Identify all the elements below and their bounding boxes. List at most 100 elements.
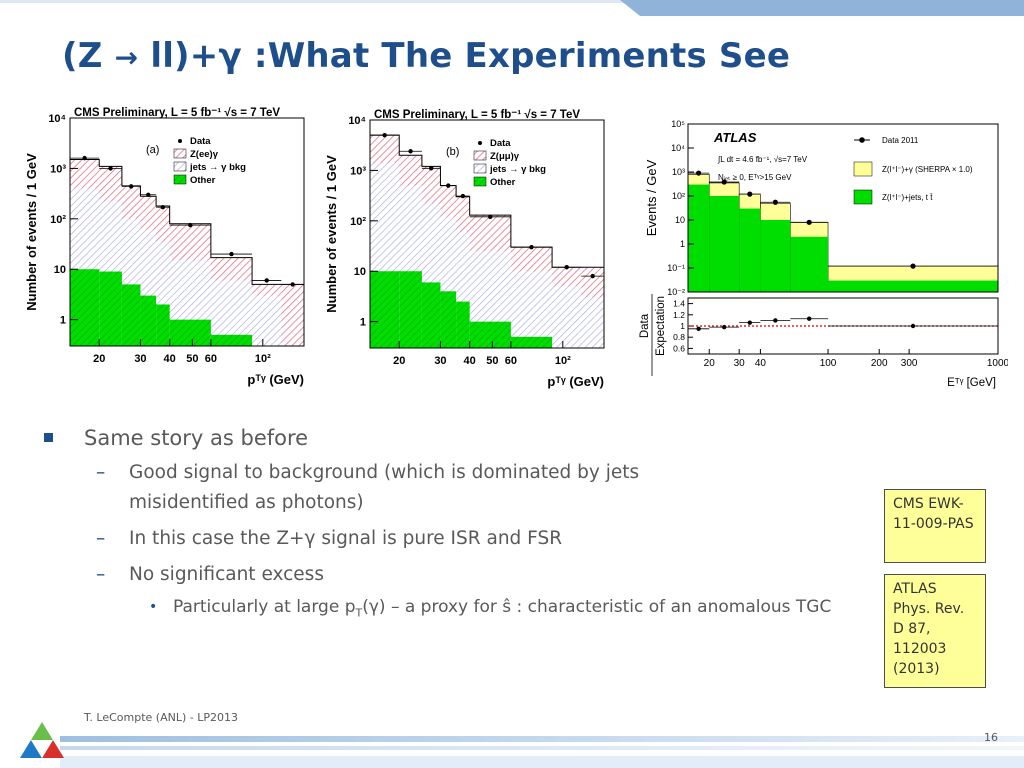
legend-marker	[478, 141, 482, 145]
bullet-text: Particularly at large p	[173, 597, 356, 617]
gamma-symbol: γ	[218, 36, 242, 76]
slide-title: (Z → ll)+γ :What The Experiments See	[62, 36, 790, 76]
bar-Z(l⁺l⁻)+jets, t t̄	[828, 280, 998, 292]
title-part: :What The Experiments See	[241, 36, 791, 76]
y-tick-label: 1	[360, 317, 366, 329]
legend-swatch	[173, 161, 187, 172]
legend-label: Data 2011	[882, 136, 919, 145]
dash-marker: –	[96, 462, 106, 483]
x-tick-label: 30	[734, 358, 746, 369]
x-tick-label: 30	[134, 353, 146, 365]
bar-Other	[70, 269, 100, 346]
data-point	[446, 183, 451, 188]
data-point	[290, 282, 295, 287]
plot-frame	[369, 119, 605, 349]
x-tick-label: 40	[755, 358, 767, 369]
x-tick-label: 50	[486, 355, 498, 367]
cms-mumu-photon-plot: CMS Preliminary, L = 5 fb⁻¹ √s = 7 TeV (b…	[322, 108, 614, 390]
bar-Other	[99, 271, 122, 346]
bullet-text: Same story as before	[84, 426, 309, 450]
ratio-label-bottom: Expectation	[655, 296, 667, 356]
annotation: Nⱼₑₜ ≥ 0, Eᵀᵞ>15 GeV	[718, 173, 792, 182]
legend-label: Data	[490, 138, 511, 149]
bar-Other	[156, 304, 170, 346]
bullet-level2: – No significant excess	[44, 560, 749, 590]
x-tick-label: 10²	[255, 353, 271, 365]
data-point	[428, 166, 434, 171]
y-tick-label: 10²	[50, 214, 66, 226]
dash-marker: –	[96, 528, 106, 549]
bullet-level2: – In this case the Z+γ signal is pure ISR…	[44, 524, 749, 554]
bullet-list: Same story as before – Good signal to bac…	[44, 426, 864, 626]
x-tick-label: 40	[464, 355, 476, 367]
x-tick-label: 30	[434, 355, 446, 367]
bullet-text: signal is pure ISR and FSR	[315, 528, 563, 549]
legend-label: Other	[190, 175, 216, 186]
x-tick-label: 10²	[555, 355, 571, 367]
x-tick-label: 50	[186, 353, 198, 365]
bar-Other	[469, 321, 511, 348]
legend-swatch	[473, 176, 487, 187]
total-outline	[370, 134, 604, 268]
bullet-text: (γ) – a proxy for ŝ : characteristic of …	[362, 597, 832, 617]
footer-text: T. LeCompte (ANL) - LP2013	[84, 711, 238, 724]
data-point	[382, 132, 387, 138]
x-axis-label: Eᵀᵞ [GeV]	[947, 377, 996, 389]
arrow-symbol: →	[114, 41, 139, 74]
data-point	[590, 273, 595, 279]
ratio-y-tick-label: 1.2	[673, 310, 685, 320]
data-point	[806, 219, 812, 225]
x-axis-label: pᵀᵞ (GeV)	[547, 374, 604, 389]
y-axis-label: Number of events / 1 GeV	[24, 153, 39, 311]
bullet-text: Good signal to background (which is domi…	[129, 462, 640, 513]
y-tick-label: 10⁴	[348, 115, 366, 127]
page-number: 16	[984, 731, 998, 744]
bar-Other	[169, 319, 211, 346]
y-tick-label: 10²	[350, 216, 366, 228]
legend-label: Other	[490, 177, 516, 188]
data-point	[146, 192, 151, 197]
bar-jets → γ bkg	[581, 297, 604, 348]
legend-swatch	[173, 148, 187, 159]
bar-Other	[440, 291, 457, 348]
legend-label: jets → γ bkg	[189, 162, 246, 173]
bar-Other	[456, 301, 470, 348]
y-tick-label: 10³	[50, 163, 66, 175]
legend-marker	[178, 139, 182, 143]
x-tick-label: 20	[704, 358, 716, 369]
x-tick-label: 20	[93, 353, 105, 365]
data-point	[747, 191, 753, 197]
atlas-photon-et-plot: 10⁻² 10⁻¹ 1 10 10² 10³ 10⁴ 10⁵ Events / GeV ATLAS…	[632, 114, 1008, 396]
legend-label: Z(l⁺l⁻)+jets, t t̄	[882, 193, 933, 202]
y-tick-label: 1	[60, 315, 66, 327]
atlas-reference-note: ATLAS Phys. Rev. D 87, 112003 (2013)	[884, 574, 986, 688]
bullet-level2: – Good signal to background (which is dom…	[44, 458, 749, 518]
square-bullet-icon	[44, 433, 53, 442]
data-point	[408, 149, 413, 154]
legend-label: Data	[190, 136, 211, 147]
ratio-y-tick-label: 1	[680, 321, 685, 331]
bar-Z(l⁺l⁻)+jets, t t̄	[790, 236, 829, 292]
ratio-point	[910, 323, 916, 329]
ratio-y-tick-label: 0.8	[673, 332, 685, 342]
chart-title: CMS Preliminary, L = 5 fb⁻¹ √s = 7 TeV	[374, 108, 580, 121]
legend-marker	[859, 137, 865, 143]
data-point	[229, 251, 234, 257]
ratio-point	[773, 318, 778, 323]
data-point	[488, 214, 493, 220]
ratio-point	[721, 324, 727, 330]
ratio-point	[747, 320, 752, 325]
bullet-level1: Same story as before	[44, 426, 864, 450]
legend-swatch	[853, 161, 873, 177]
bar-Z(l⁺l⁻)+jets, t t̄	[760, 220, 791, 292]
bar-Z(l⁺l⁻)+jets, t t̄	[709, 196, 740, 292]
plot-frame	[69, 117, 305, 347]
argonne-logo-icon	[20, 722, 64, 758]
bar-Z(l⁺l⁻)+jets, t t̄	[688, 184, 710, 292]
ratio-point	[696, 326, 701, 331]
legend-label: Z(ee)γ	[190, 149, 219, 160]
bullet-text: In this case the Z+	[129, 528, 305, 549]
x-tick-label: 40	[164, 353, 176, 365]
bar-Other	[399, 271, 422, 348]
x-tick-label: 1000	[987, 358, 1008, 369]
